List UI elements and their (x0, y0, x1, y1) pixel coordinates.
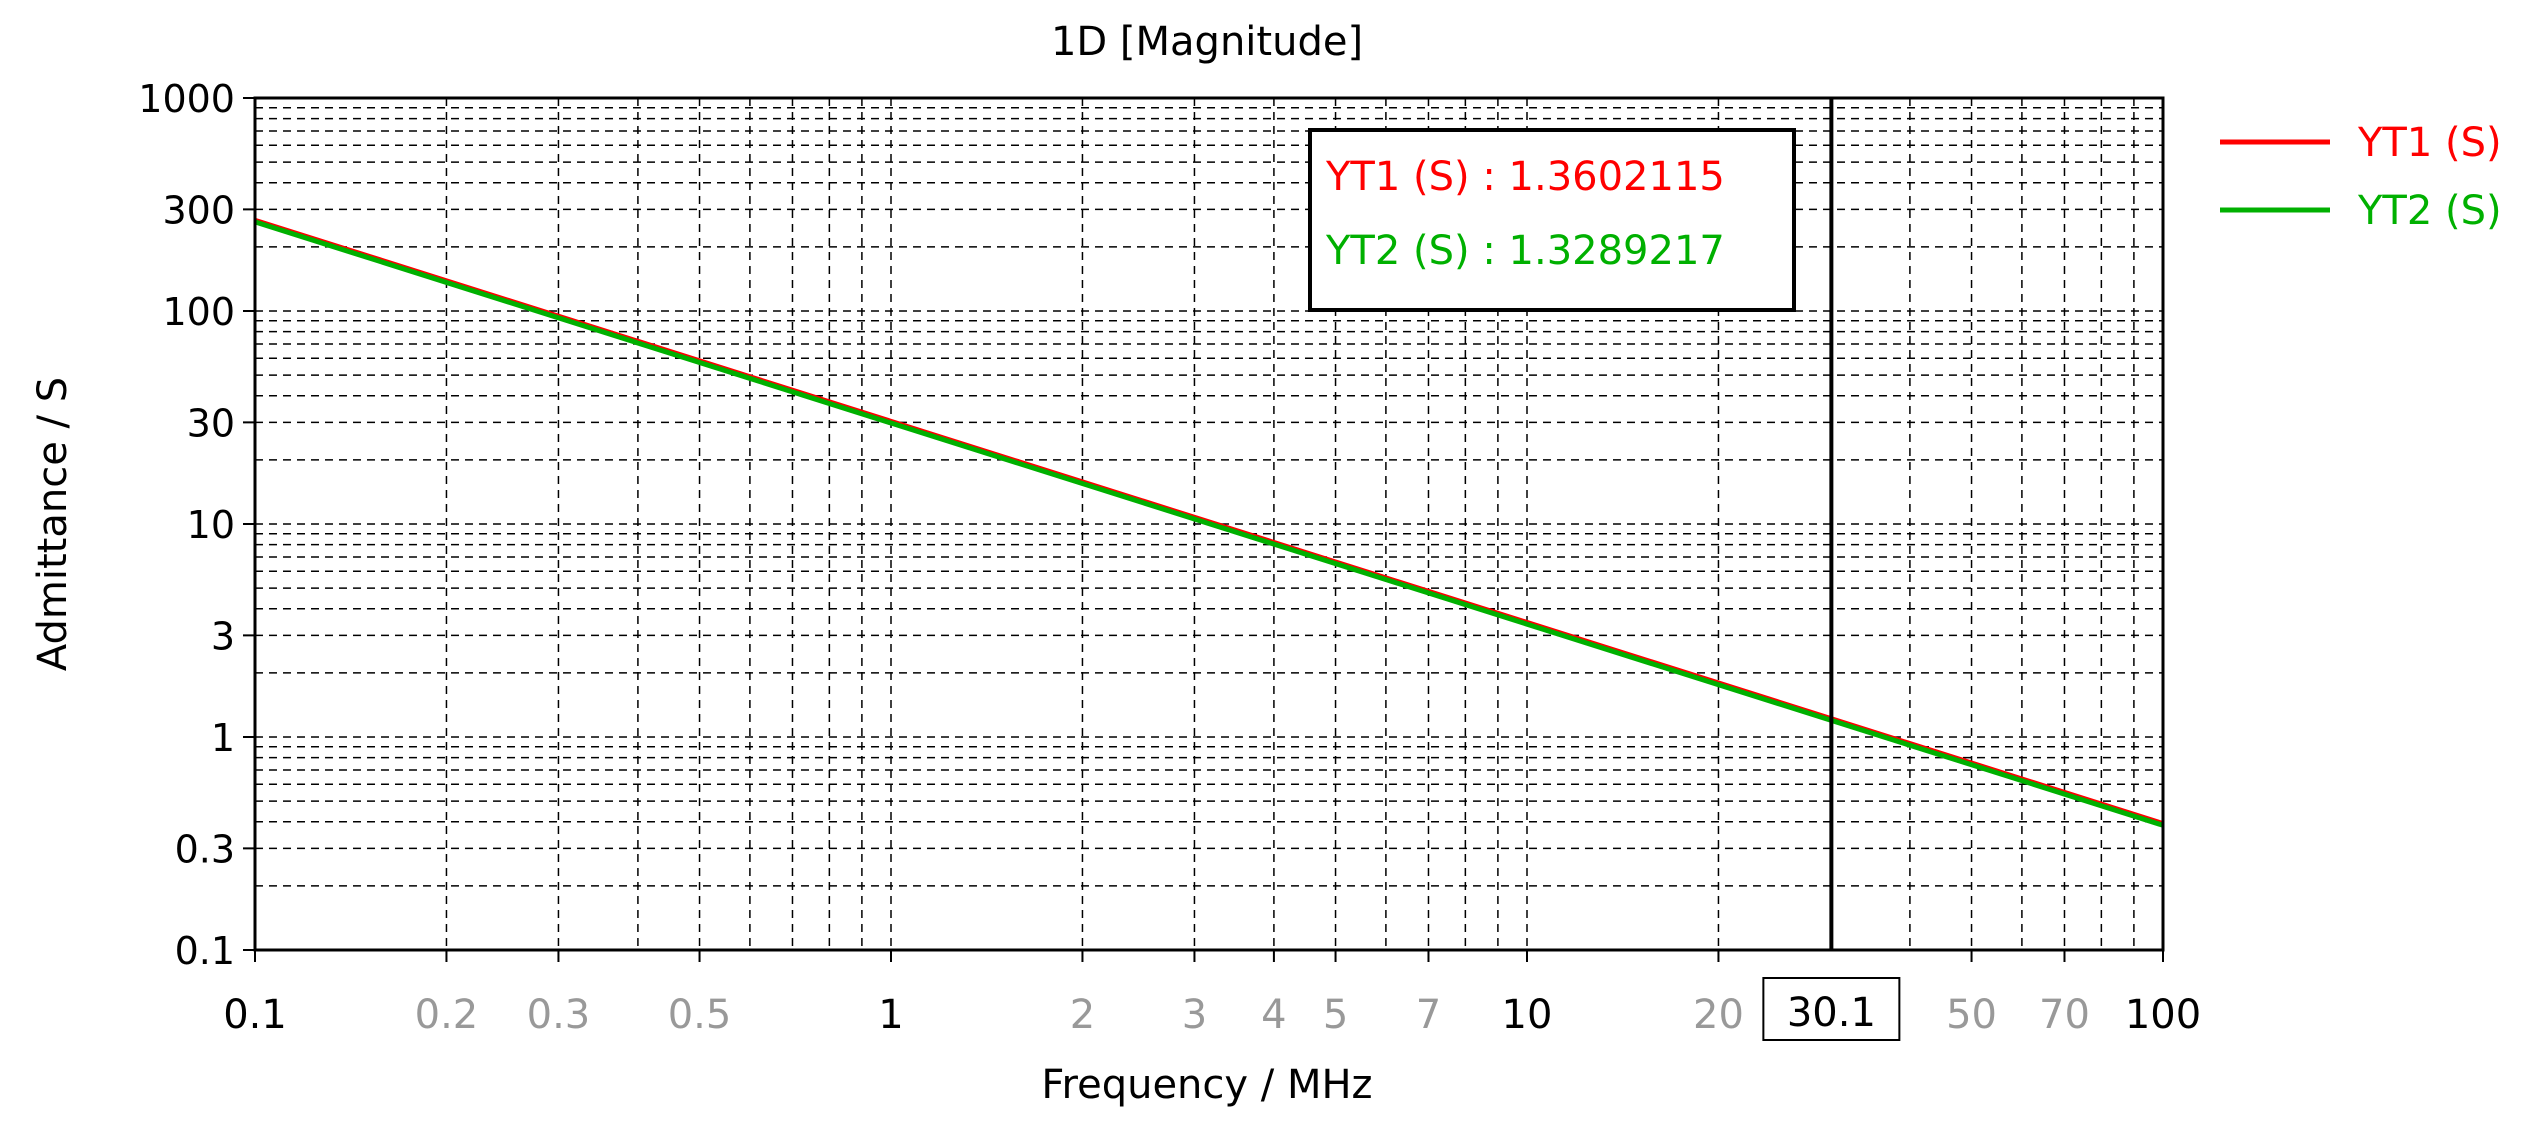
readout-yt2: YT2 (S) : 1.3289217 (1325, 228, 1725, 274)
x-tick-label: 2 (1070, 992, 1095, 1038)
y-tick-label: 1000 (138, 77, 235, 121)
legend-item-yt1[interactable]: YT1 (S) (2220, 120, 2502, 166)
y-axis-ticks: 0.1 0.3 1 3 10 30 100 300 1000 (138, 77, 255, 973)
x-axis-label: Frequency / MHz (1041, 1062, 1372, 1108)
x-tick-label: 1 (878, 992, 903, 1038)
y-tick-label: 10 (187, 503, 235, 547)
series-line-2 (254, 219, 2164, 828)
x-tick-label: 0.1 (223, 992, 287, 1038)
y-tick-label: 300 (162, 188, 235, 232)
y-tick-label: 3 (211, 614, 235, 658)
x-tick-label: 0.5 (668, 992, 732, 1038)
x-tick-label: 10 (1502, 992, 1553, 1038)
x-tick-label: 5 (1323, 992, 1348, 1038)
x-tick-label: 3 (1182, 992, 1207, 1038)
legend: YT1 (S) YT2 (S) (2220, 120, 2502, 234)
marker-label-box (1762, 977, 1901, 1041)
x-tick-label: 50 (1946, 992, 1997, 1038)
x-tick-label: 0.3 (527, 992, 591, 1038)
legend-label-yt1: YT1 (S) (2357, 120, 2502, 166)
marker-x-label: 30.1 (1787, 990, 1876, 1036)
series-layer (254, 217, 2164, 828)
y-tick-label: 1 (211, 716, 235, 760)
legend-item-yt2[interactable]: YT2 (S) (2220, 188, 2502, 234)
y-tick-label: 30 (187, 401, 235, 445)
y-axis-label: Admittance / S (30, 377, 76, 671)
legend-label-yt2: YT2 (S) (2357, 188, 2502, 234)
x-tick-label: 20 (1693, 992, 1744, 1038)
readout-yt1: YT1 (S) : 1.3602115 (1325, 154, 1725, 200)
x-tick-label: 100 (2125, 992, 2201, 1038)
y-tick-label: 0.3 (175, 827, 235, 871)
grid-lines (255, 98, 2163, 950)
x-tick-label: 7 (1416, 992, 1441, 1038)
readout-box-frame (1308, 128, 1796, 312)
y-tick-label: 0.1 (175, 929, 235, 973)
x-axis-ticks: 0.1 0.2 0.3 0.5 1 2 3 4 5 7 10 20 50 70 100 (223, 950, 2201, 1038)
x-tick-label: 0.2 (415, 992, 479, 1038)
x-tick-label: 4 (1261, 992, 1286, 1038)
marker-readout-box: YT1 (S) : 1.3602115 YT2 (S) : 1.3289217 (1308, 128, 1796, 312)
chart-title: 1D [Magnitude] (1051, 19, 1363, 65)
x-tick-label: 70 (2039, 992, 2090, 1038)
y-tick-label: 100 (162, 290, 235, 334)
